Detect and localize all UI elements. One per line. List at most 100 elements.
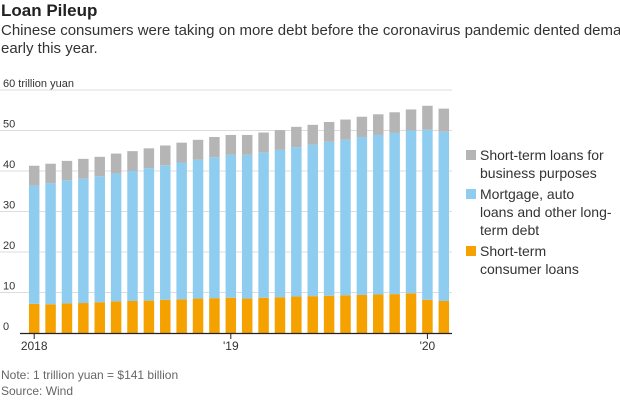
legend-item-business: Short-term loans for business purposes [466, 146, 620, 182]
bar-segment-mortgage-long-term [143, 168, 155, 301]
y-axis-tick-labels: 0 10 20 30 40 50 60 trillion yuan [3, 78, 74, 333]
bar-segment-short-term-consumer [258, 297, 269, 333]
x-tick-label: '20 [420, 339, 436, 353]
bar-segment-short-term-business [291, 126, 302, 148]
bar-segment-short-term-consumer [291, 296, 302, 333]
bar-segment-mortgage-long-term [209, 157, 220, 299]
bar-segment-short-term-consumer [340, 295, 351, 333]
bar-segment-short-term-business [78, 158, 89, 179]
bar-segment-mortgage-long-term [291, 147, 302, 297]
chart-title: Loan Pileup [1, 1, 98, 20]
bar-segment-short-term-consumer [307, 296, 318, 333]
bar-segment-mortgage-long-term [78, 178, 89, 304]
bar-segment-mortgage-long-term [323, 141, 335, 296]
bar-segment-short-term-business [422, 105, 433, 130]
bar-segment-mortgage-long-term [28, 185, 40, 304]
bar-segment-short-term-business [356, 116, 368, 137]
bars [28, 105, 450, 333]
bar-segment-mortgage-long-term [389, 132, 400, 295]
bar-segment-short-term-consumer [422, 299, 433, 333]
bar-segment-short-term-consumer [192, 298, 204, 333]
bar-segment-short-term-consumer [61, 303, 73, 333]
bar-segment-mortgage-long-term [307, 144, 318, 297]
bar-segment-mortgage-long-term [274, 149, 286, 298]
bar-segment-short-term-consumer [28, 303, 40, 333]
y-tick-label: 60 trillion yuan [3, 78, 74, 90]
bar-segment-mortgage-long-term [110, 173, 122, 302]
bar-segment-short-term-consumer [143, 300, 155, 333]
bar-segment-short-term-business [28, 165, 40, 186]
x-tick-label: '19 [223, 339, 239, 353]
bar-segment-mortgage-long-term [373, 134, 384, 295]
x-tick-label: 2018 [21, 339, 48, 353]
bar-segment-short-term-consumer [45, 304, 56, 333]
bar-segment-short-term-business [323, 121, 335, 142]
y-tick-label: 10 [3, 281, 15, 293]
bar-segment-short-term-business [274, 130, 286, 150]
bar-segment-short-term-business [192, 139, 204, 160]
chart-note: Note: 1 trillion yuan = $141 billion [1, 368, 179, 382]
bar-segment-short-term-consumer [389, 294, 400, 333]
bar-segment-mortgage-long-term [127, 171, 138, 301]
legend-item-mortgage: Mortgage, auto loans and other long- ter… [466, 185, 620, 239]
bar-segment-short-term-business [373, 114, 384, 135]
bar-segment-mortgage-long-term [192, 159, 204, 299]
legend-swatch-business [466, 150, 476, 160]
bar-segment-short-term-consumer [209, 298, 220, 333]
bar-segment-short-term-business [438, 108, 450, 132]
bar-segment-short-term-business [405, 109, 417, 131]
bar-segment-short-term-consumer [94, 302, 105, 333]
bar-segment-short-term-consumer [160, 299, 171, 333]
chart-footer: Note: 1 trillion yuan = $141 billion Sou… [1, 367, 178, 399]
y-tick-label: 0 [3, 321, 9, 333]
bar-segment-short-term-consumer [323, 295, 335, 333]
bar-segment-short-term-business [127, 151, 138, 171]
x-axis-tick-labels: 2018 '19 '20 [21, 333, 436, 353]
bar-segment-short-term-business [389, 112, 400, 133]
bar-segment-mortgage-long-term [160, 165, 171, 300]
y-tick-label: 40 [3, 159, 15, 171]
y-tick-label: 50 [3, 119, 15, 131]
bar-segment-mortgage-long-term [45, 183, 56, 305]
bar-segment-short-term-business [94, 156, 105, 177]
legend-swatch-mortgage [466, 189, 476, 199]
chart-subtitle: Chinese consumers were taking on more de… [1, 22, 620, 58]
bar-segment-mortgage-long-term [176, 162, 187, 300]
bar-segment-mortgage-long-term [225, 154, 237, 298]
bar-segment-short-term-business [225, 134, 237, 155]
y-tick-label: 30 [3, 200, 15, 212]
subtitle-line-1: Chinese consumers were taking on more de… [1, 22, 620, 39]
bar-segment-short-term-consumer [373, 294, 384, 333]
bar-segment-mortgage-long-term [258, 152, 269, 298]
chart-legend: Short-term loans for business purposes M… [466, 146, 620, 281]
y-tick-label: 20 [3, 240, 15, 252]
bar-segment-mortgage-long-term [356, 136, 368, 295]
subtitle-line-2: early this year. [1, 40, 98, 57]
bar-segment-short-term-business [241, 134, 253, 155]
legend-label-business: Short-term loans for business purposes [480, 147, 604, 181]
bar-segment-short-term-business [61, 160, 73, 181]
bar-segment-short-term-business [45, 163, 56, 184]
bar-segment-mortgage-long-term [94, 176, 105, 303]
bar-segment-short-term-consumer [274, 297, 286, 333]
legend-label-consumer: Short-term consumer loans [480, 243, 579, 277]
legend-item-consumer: Short-term consumer loans [466, 242, 620, 278]
bar-segment-short-term-business [110, 153, 122, 174]
bar-segment-short-term-consumer [176, 299, 187, 333]
bar-segment-short-term-business [143, 148, 155, 169]
bar-segment-mortgage-long-term [340, 139, 351, 296]
bar-segment-short-term-consumer [78, 303, 89, 333]
bar-segment-short-term-business [258, 132, 269, 153]
bar-segment-mortgage-long-term [422, 129, 433, 300]
bar-segment-short-term-consumer [110, 301, 122, 333]
legend-label-mortgage: Mortgage, auto loans and other long- ter… [480, 186, 612, 238]
bar-segment-mortgage-long-term [405, 130, 417, 294]
bar-segment-mortgage-long-term [438, 131, 450, 302]
bar-segment-short-term-consumer [127, 301, 138, 333]
bar-segment-short-term-consumer [405, 293, 417, 333]
bar-segment-mortgage-long-term [61, 180, 73, 304]
legend-swatch-consumer [466, 246, 476, 256]
bar-segment-short-term-consumer [241, 298, 253, 333]
bar-segment-short-term-consumer [225, 297, 237, 333]
